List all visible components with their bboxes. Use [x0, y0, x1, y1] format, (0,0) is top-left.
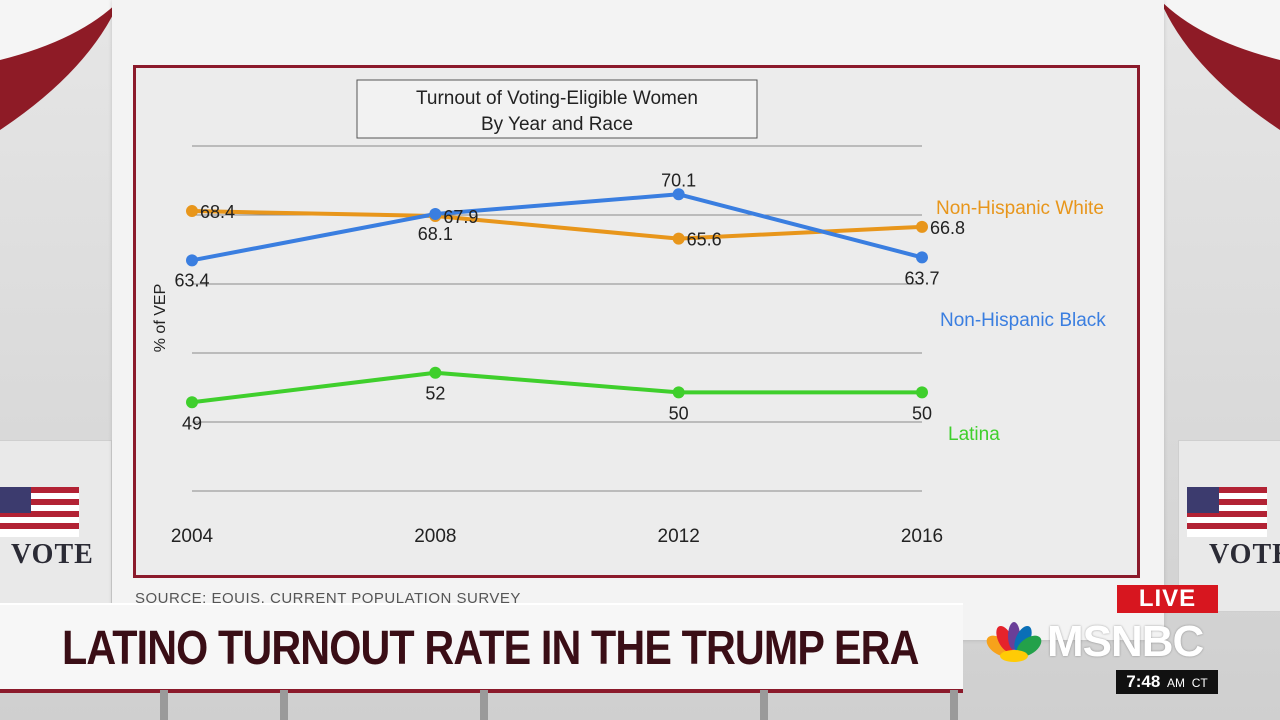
series-label: Non-Hispanic White — [936, 198, 1104, 219]
bunting-left — [0, 0, 120, 130]
source-note: SOURCE: EQUIS, CURRENT POPULATION SURVEY — [135, 590, 521, 607]
data-label: 66.8 — [930, 218, 965, 238]
data-point — [186, 396, 198, 409]
series-line — [191, 192, 923, 263]
data-label: 63.7 — [904, 268, 939, 288]
series-label: Latina — [948, 424, 1000, 445]
vote-box-left: VOTE — [0, 440, 112, 612]
vote-sign-text: VOTE — [11, 539, 94, 570]
data-label: 49 — [182, 413, 202, 433]
headline: LATINO TURNOUT RATE IN THE TRUMP ERA — [62, 622, 919, 675]
lower-third-banner: LATINO TURNOUT RATE IN THE TRUMP ERA — [0, 603, 963, 693]
data-point — [429, 366, 442, 379]
data-label: 50 — [669, 403, 689, 423]
clock-zone: CT — [1191, 676, 1208, 690]
data-label: 68.1 — [418, 224, 453, 244]
y-axis-label: % of VEP — [152, 284, 169, 352]
data-label: 67.9 — [443, 207, 478, 227]
chart-title-box — [356, 79, 758, 139]
data-point — [916, 220, 928, 233]
data-label: 50 — [912, 403, 932, 423]
data-label: 68.4 — [200, 202, 235, 222]
x-tick-label: 2016 — [901, 526, 943, 547]
live-badge: LIVE — [1117, 585, 1218, 613]
series-label: Non-Hispanic Black — [940, 310, 1106, 331]
x-tick-label: 2012 — [658, 526, 700, 547]
data-label: 65.6 — [687, 230, 722, 250]
data-label: 63.4 — [174, 270, 209, 290]
data-point — [672, 232, 685, 245]
chart-frame — [133, 65, 1140, 578]
data-point — [429, 208, 442, 221]
vote-sign-text-right: VOTE — [1209, 539, 1280, 570]
peacock-icon — [986, 622, 1042, 662]
data-label: 70.1 — [661, 170, 696, 190]
flag-icon — [0, 487, 79, 537]
chart-title-line-2: By Year and Race — [481, 114, 633, 135]
x-tick-label: 2004 — [171, 526, 214, 547]
data-label: 52 — [425, 384, 445, 404]
network-logo: MSNBC — [985, 617, 1204, 666]
clock-ampm: AM — [1167, 676, 1186, 690]
data-point — [672, 386, 685, 399]
data-point — [186, 205, 198, 218]
data-point — [916, 386, 928, 399]
vote-box-right: VOTE — [1178, 440, 1280, 612]
data-point — [672, 188, 685, 201]
flag-icon — [1187, 487, 1267, 537]
x-tick-label: 2008 — [414, 526, 456, 547]
data-point — [916, 251, 928, 264]
series-line — [191, 370, 922, 405]
chart-title-line-1: Turnout of Voting-Eligible Women — [416, 88, 698, 109]
clock-time: 7:48 — [1126, 672, 1161, 691]
clock: 7:48 AM CT — [1116, 670, 1218, 694]
series-line — [191, 209, 923, 241]
data-point — [186, 254, 198, 267]
stand-legs — [160, 690, 958, 720]
bunting-right — [1160, 0, 1280, 130]
network-name: MSNBC — [1047, 617, 1204, 666]
